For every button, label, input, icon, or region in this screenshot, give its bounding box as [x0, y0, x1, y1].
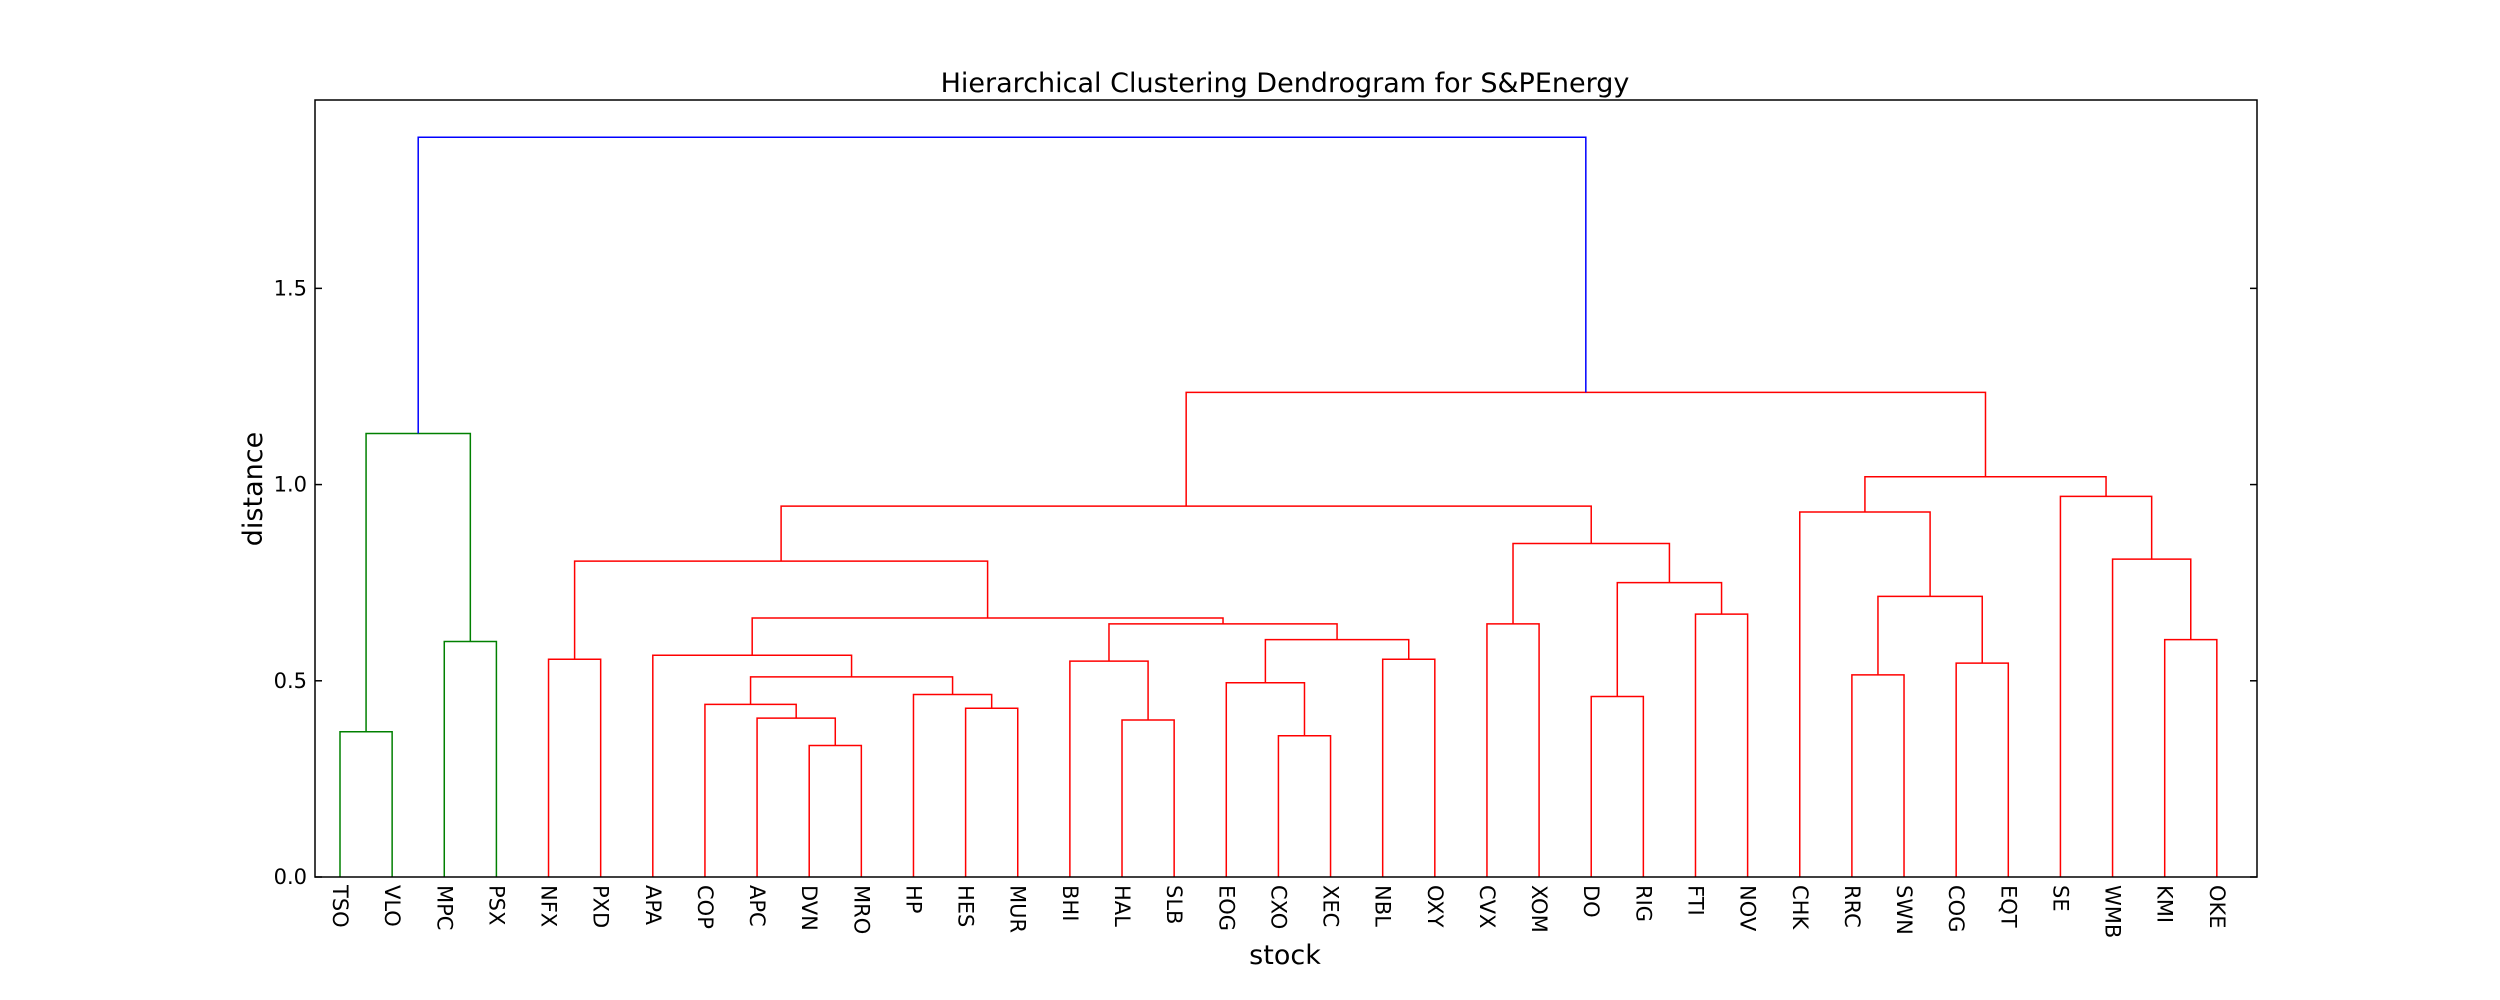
x-tick-label: NBL	[1371, 885, 1395, 927]
dendrogram-link	[1590, 695, 1645, 877]
dendrogram-link	[1486, 623, 1540, 877]
x-tick-label: COP	[693, 885, 717, 929]
dendrogram-link	[1264, 638, 1410, 683]
x-tick-label: SWN	[1892, 885, 1916, 935]
dendrogram-link	[443, 640, 498, 877]
x-tick-label: OKE	[2205, 885, 2229, 929]
chart-title: Hierarchical Clustering Dendrogram for S…	[941, 68, 1630, 99]
x-tick-label: PSX	[484, 885, 508, 925]
x-tick-label: WMB	[2101, 885, 2125, 938]
y-tick-label: 0.5	[274, 669, 307, 693]
x-tick-label: COG	[1944, 885, 1968, 932]
dendrogram-link	[2111, 558, 2192, 877]
x-tick-label: DO	[1579, 885, 1603, 918]
dendrogram-links	[339, 136, 2218, 877]
dendrogram-link	[652, 654, 853, 877]
x-tick-label: NOV	[1736, 885, 1760, 932]
x-tick-label: PXD	[589, 885, 613, 928]
dendrogram-link	[749, 676, 954, 705]
dendrogram-link	[2163, 638, 2218, 877]
x-tick-label: CHK	[1788, 885, 1812, 930]
dendrogram-link	[547, 658, 602, 877]
x-tick-label: CXO	[1266, 885, 1290, 929]
y-axis: 0.0 0.5 1.0 1.5	[274, 276, 2257, 889]
x-tick-label: DVN	[797, 885, 821, 931]
x-tick-label: EOG	[1214, 885, 1238, 931]
dendrogram-link	[1616, 581, 1723, 697]
dendrogram-link	[1877, 595, 1983, 675]
x-tick-label: FTI	[1683, 885, 1707, 916]
dendrogram-link	[756, 717, 837, 877]
dendrogram-link	[1108, 623, 1338, 662]
y-tick-label: 1.0	[274, 473, 307, 497]
x-tick-label: MPC	[432, 885, 456, 930]
x-tick-label: XEC	[1319, 885, 1343, 927]
dendrogram-link	[573, 560, 989, 660]
dendrogram-link	[365, 432, 472, 732]
x-tick-label: HAL	[1110, 885, 1134, 927]
dendrogram-link	[964, 707, 1019, 877]
x-tick-label: SE	[2048, 885, 2072, 912]
x-tick-label: MUR	[1006, 885, 1030, 933]
dendrogram-link	[1069, 660, 1149, 877]
dendrogram-link	[417, 136, 1587, 434]
x-axis-label: stock	[1249, 940, 1321, 971]
x-tick-label: APC	[745, 885, 769, 927]
dendrogram-link	[1512, 542, 1671, 624]
x-tick-label: NFX	[537, 885, 561, 927]
x-tick-label: XOM	[1527, 885, 1551, 933]
x-tick-label: EQT	[1996, 885, 2020, 928]
x-tick-label: HP	[901, 885, 925, 913]
dendrogram-link	[1799, 511, 1931, 877]
x-tick-label: MRO	[849, 885, 873, 934]
x-tick-label: BHI	[1058, 885, 1082, 921]
dendrogram-link	[1277, 734, 1332, 877]
dendrogram-link	[1694, 613, 1749, 877]
x-tick-label: CVX	[1475, 885, 1499, 928]
y-axis-label: distance	[238, 432, 269, 546]
x-tick-label: VLO	[380, 885, 404, 927]
y-tick-label: 0.0	[274, 865, 307, 889]
dendrogram-link	[1955, 662, 2010, 877]
plot-frame	[314, 99, 2258, 878]
dendrogram-link	[2059, 495, 2153, 877]
x-tick-label: KMI	[2153, 885, 2177, 923]
dendrogram-link	[912, 693, 993, 877]
x-tick-label: OXY	[1423, 885, 1447, 928]
y-tick-label: 1.5	[274, 276, 307, 300]
dendrogram-link	[1851, 674, 1905, 877]
x-axis: TSO VLO MPC PSX NFX PXD APA COP APC DVN MRO HP HES MU…	[328, 884, 2229, 938]
x-tick-label: TSO	[328, 884, 352, 928]
dendrogram-link	[704, 703, 797, 877]
dendrogram-link	[1225, 682, 1306, 877]
x-tick-label: RIG	[1631, 885, 1655, 922]
x-tick-label: APA	[641, 885, 665, 926]
dendrogram-link	[808, 744, 863, 877]
dendrogram-link	[1864, 475, 2107, 513]
dendrogram-link	[1381, 658, 1436, 877]
dendrogram-link	[339, 731, 393, 877]
dendrogram-link	[780, 505, 1592, 562]
x-tick-label: RRC	[1840, 885, 1864, 928]
x-tick-label: HES	[954, 885, 978, 927]
x-tick-label: SLB	[1162, 885, 1186, 924]
dendrogram-link	[1121, 719, 1175, 877]
